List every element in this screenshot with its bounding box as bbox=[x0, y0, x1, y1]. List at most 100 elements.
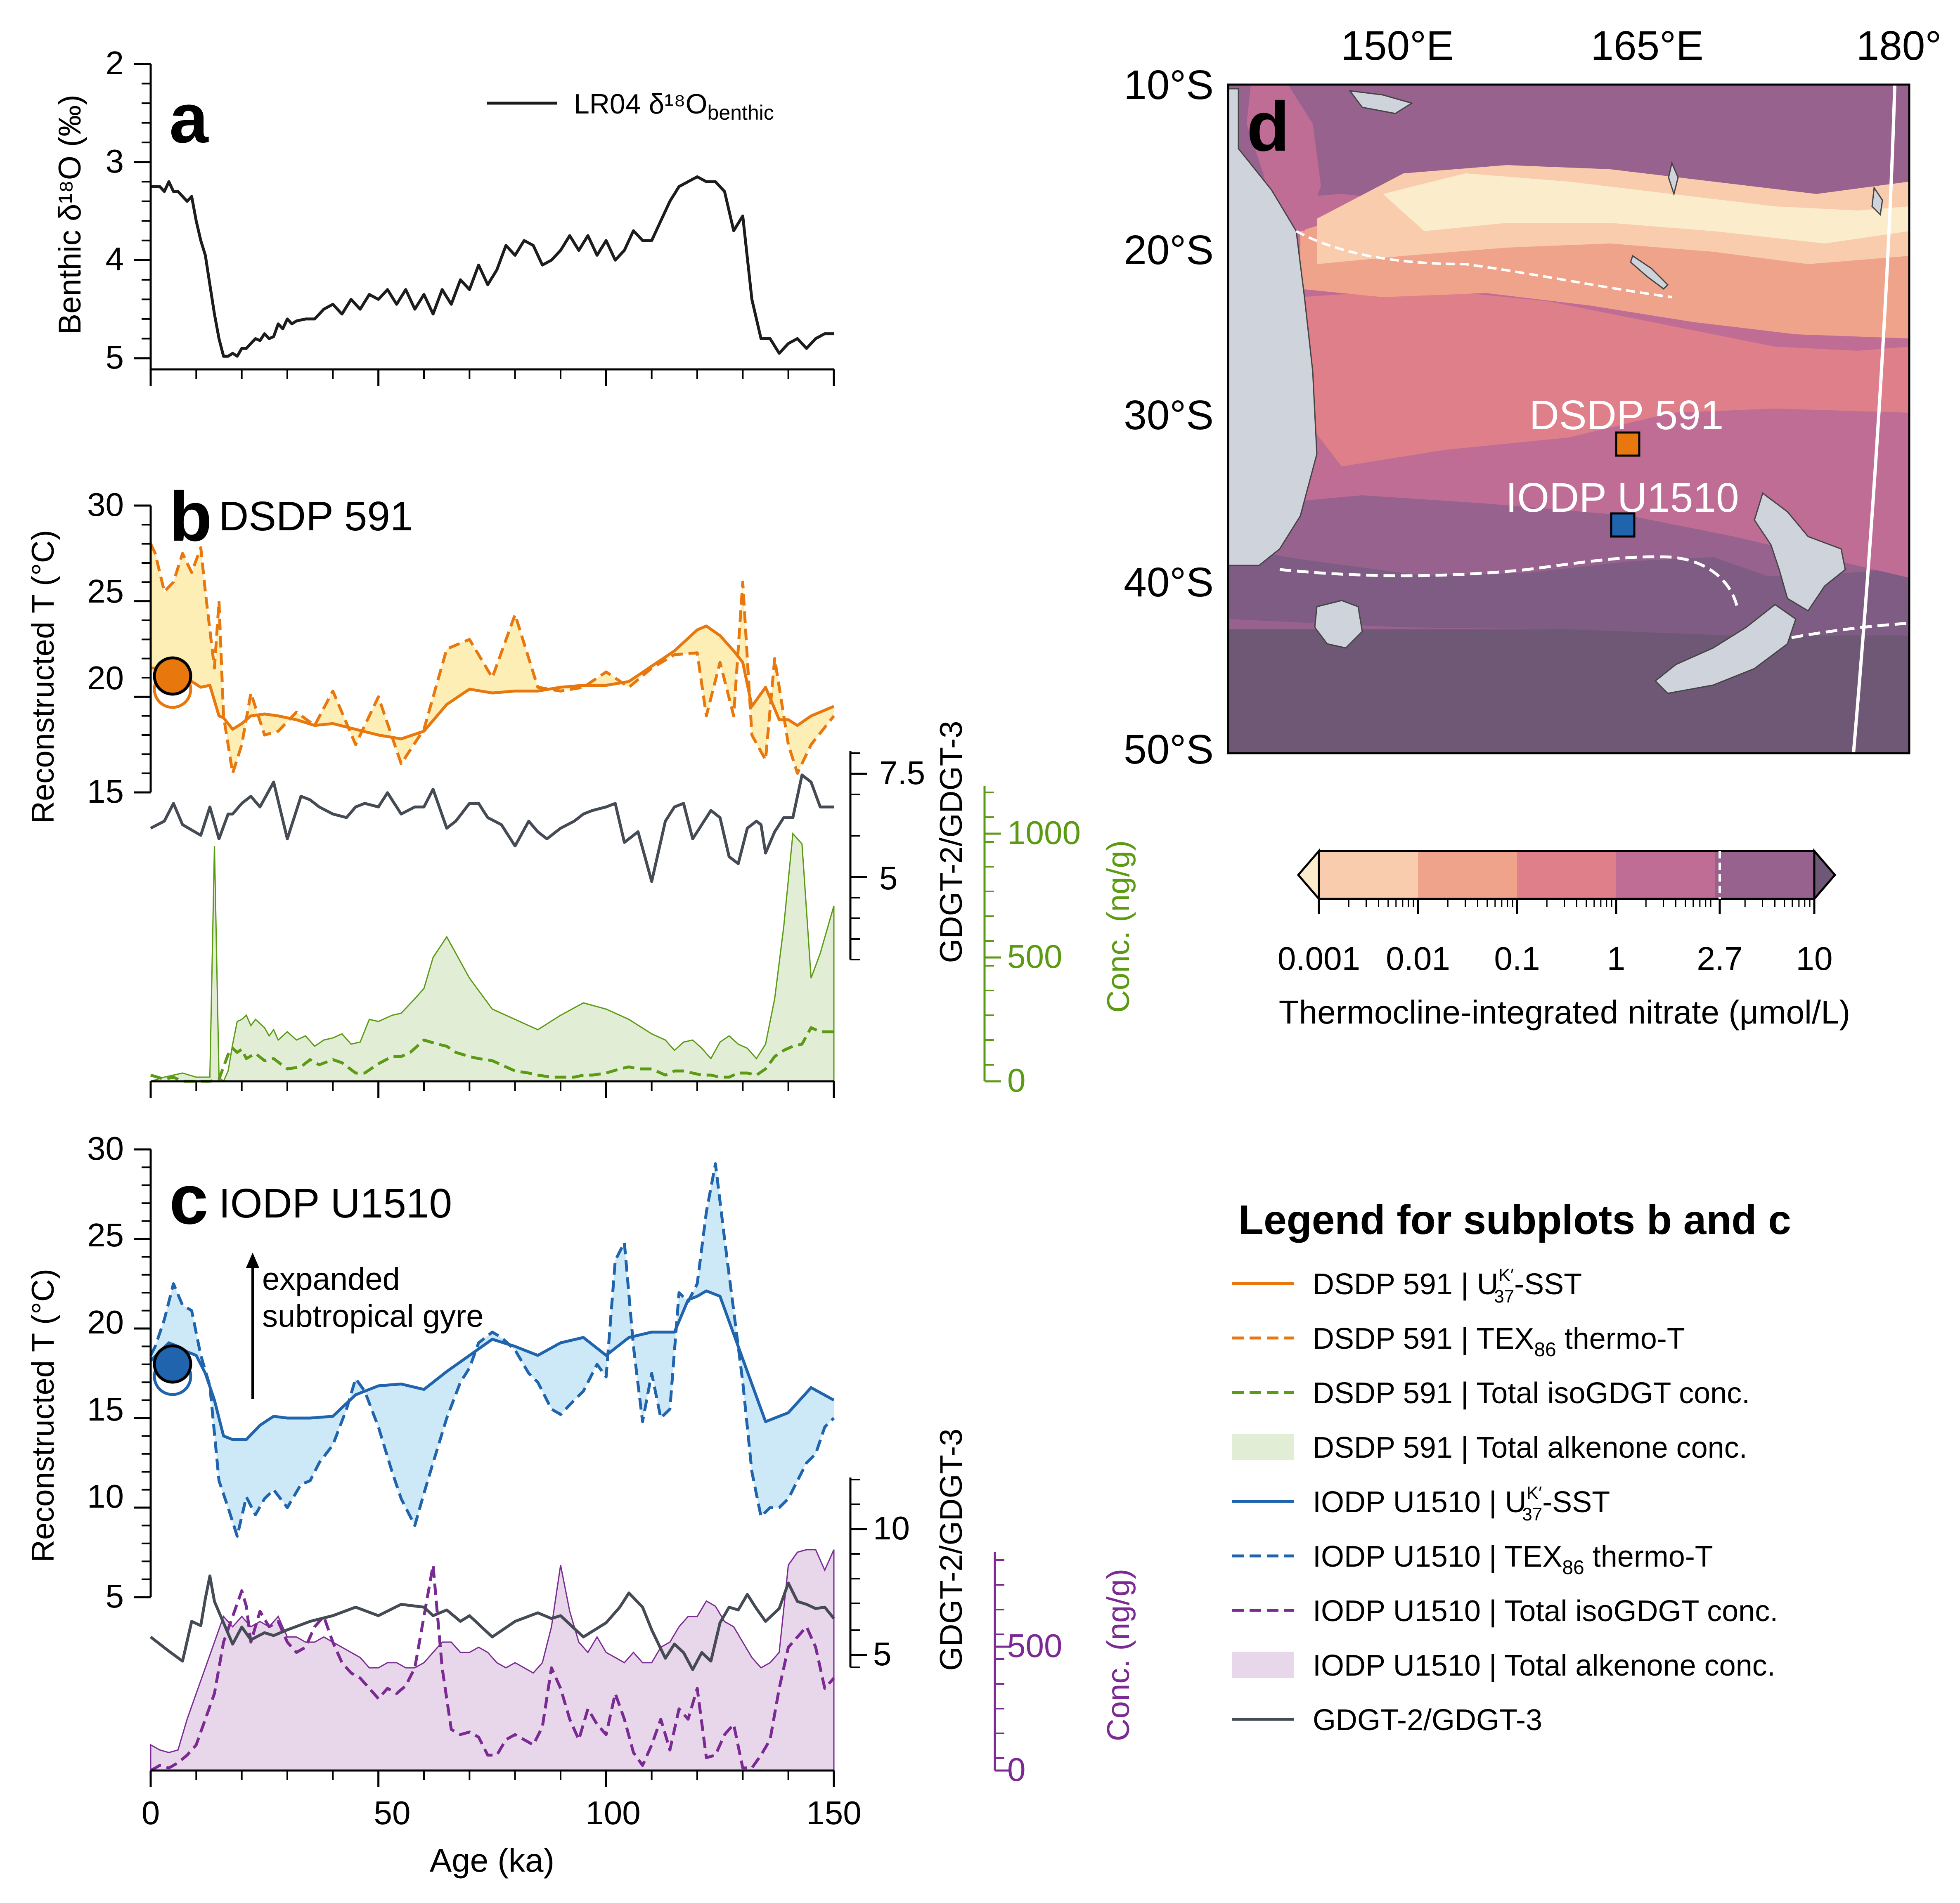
colorbar-bin bbox=[1517, 851, 1616, 899]
panel-c-ytick: 15 bbox=[87, 1391, 124, 1428]
colorbar-tick-label: 2.7 bbox=[1697, 940, 1742, 977]
lat-label: 30°S bbox=[1124, 392, 1214, 438]
dsdp-591-tex86-line bbox=[149, 543, 835, 775]
u1510-alkenone-area bbox=[150, 1549, 835, 1771]
iodp-u1510-site-label: IODP U1510 bbox=[1506, 475, 1739, 521]
map-gyre-centre bbox=[1383, 173, 1909, 243]
colorbar-tick-label: 0.1 bbox=[1494, 940, 1540, 977]
panel-c: 30 25 20 15 10 5 10 5 500 0 Reconstructe… bbox=[26, 1130, 1136, 1879]
nitrate-2.7-contour-north bbox=[1295, 230, 1672, 298]
map-coral-sea-north bbox=[1247, 85, 1321, 231]
panel-a: 2 3 4 5 Benthic δ¹⁸O (‰) a LR04 δ¹⁸Obent… bbox=[52, 45, 835, 386]
u1510-isogdgt-line bbox=[150, 1563, 835, 1772]
u1510-tex86-line bbox=[149, 1162, 835, 1538]
map-transition-band bbox=[1228, 547, 1909, 636]
lat-label: 40°S bbox=[1124, 559, 1214, 605]
panel-b-ratio-label: GDGT-2/GDGT-3 bbox=[934, 721, 969, 963]
vanuatu-island bbox=[1668, 161, 1679, 196]
panel-b: 30 25 20 15 7.5 5 1000 500 0 Reconstruct… bbox=[26, 478, 1136, 1099]
colorbar-tick-label: 0.001 bbox=[1278, 940, 1360, 977]
panel-a-legend: LR04 δ¹⁸Obenthic bbox=[574, 88, 774, 124]
x-tick-label: 150 bbox=[806, 1794, 861, 1831]
legend-b-c: Legend for subplots b and c DSDP 591 | U… bbox=[1232, 1197, 1791, 1737]
legend-item-label: DSDP 591 | Total isoGDGT conc. bbox=[1313, 1377, 1750, 1410]
panel-c-conc-label: Conc. (ng/g) bbox=[1101, 1569, 1136, 1741]
panel-d-letter: d bbox=[1247, 87, 1290, 166]
legend-item-label: IODP U1510 | UK′ 37-SST bbox=[1313, 1483, 1610, 1525]
legend-title: Legend for subplots b and c bbox=[1238, 1197, 1791, 1243]
legend-item-label: IODP U1510 | Total alkenone conc. bbox=[1313, 1649, 1775, 1682]
panel-b-ytick: 15 bbox=[87, 773, 124, 810]
colorbar-label: Thermocline-integrated nitrate (μmol/L) bbox=[1279, 994, 1850, 1031]
panel-c-ytick: 10 bbox=[87, 1478, 124, 1515]
colorbar-bin bbox=[1715, 851, 1814, 899]
panel-b-ylabel: Reconstructed T (°C) bbox=[26, 530, 61, 824]
map-southern-ocean-band bbox=[1228, 629, 1909, 753]
panel-c-conc-tick: 0 bbox=[1007, 1751, 1026, 1788]
dsdp-591-site-label: DSDP 591 bbox=[1529, 392, 1724, 438]
panel-d-map: DSDP 591 IODP U1510 d 150°E 165°E 180° 1… bbox=[1124, 23, 1941, 1031]
panel-b-ytick: 25 bbox=[87, 573, 124, 610]
panel-c-ratio-tick: 10 bbox=[873, 1510, 910, 1546]
x-tick-label: 100 bbox=[585, 1794, 640, 1831]
lat-label: 10°S bbox=[1124, 62, 1214, 108]
map-gyre-mid bbox=[1300, 289, 1909, 466]
panel-c-letter: c bbox=[169, 1161, 208, 1239]
lat-label: 20°S bbox=[1124, 227, 1214, 273]
new-zealand-south-island bbox=[1654, 604, 1797, 694]
dsdp-591-isogdgt-line bbox=[150, 1026, 834, 1083]
dsdp-591-site-marker bbox=[1615, 431, 1640, 457]
legend-item-label: IODP U1510 | Total isoGDGT conc. bbox=[1313, 1595, 1778, 1628]
panel-b-conc-label: Conc. (ng/g) bbox=[1101, 840, 1136, 1013]
nitrate-2.7-contour-south bbox=[1279, 555, 1740, 611]
legend-item-label: DSDP 591 | UK′ 37-SST bbox=[1313, 1265, 1582, 1307]
panel-c-ytick: 30 bbox=[87, 1130, 124, 1167]
fiji-island bbox=[1871, 186, 1883, 216]
map-frame bbox=[1227, 83, 1910, 754]
colorbar-max-extend bbox=[1813, 848, 1837, 902]
panel-b-ytick: 30 bbox=[87, 486, 124, 523]
colorbar-tick-label: 10 bbox=[1796, 940, 1833, 977]
panel-b-ratio-tick: 5 bbox=[879, 860, 898, 896]
new-caledonia-landmass bbox=[1630, 255, 1669, 290]
panel-c-ylabel: Reconstructed T (°C) bbox=[26, 1269, 61, 1563]
lon-label: 180° bbox=[1856, 23, 1942, 69]
colorbar-bin bbox=[1418, 851, 1517, 899]
colorbar: 0.001 0.01 0.1 1 2.7 10 Thermocline-inte… bbox=[1278, 848, 1850, 1031]
u1510-gdgt-ratio-line bbox=[149, 1574, 835, 1671]
papua-new-guinea-landmass bbox=[1348, 90, 1413, 114]
panel-a-ylabel: Benthic δ¹⁸O (‰) bbox=[52, 95, 88, 334]
tasmania-landmass bbox=[1314, 600, 1363, 649]
panel-c-ytick: 25 bbox=[87, 1217, 124, 1253]
panel-b-conc-tick: 1000 bbox=[1007, 814, 1081, 851]
dsdp-591-modern-sst-marker bbox=[153, 656, 192, 696]
nitrate-2.7-contour-east bbox=[1791, 622, 1909, 639]
colorbar-tick-label: 1 bbox=[1607, 940, 1626, 977]
legend-swatch bbox=[1232, 1652, 1294, 1678]
panel-a-letter: a bbox=[169, 79, 209, 158]
panel-b-ytick: 20 bbox=[87, 660, 124, 696]
legend-item-label: DSDP 591 | Total alkenone conc. bbox=[1313, 1431, 1747, 1464]
x-tick-label: 50 bbox=[374, 1794, 411, 1831]
panel-a-ytick: 2 bbox=[106, 45, 124, 81]
panel-a-ytick: 4 bbox=[106, 241, 124, 277]
legend-item-label: IODP U1510 | TEX86 thermo-T bbox=[1313, 1540, 1713, 1579]
lat-label: 50°S bbox=[1124, 726, 1214, 773]
panel-a-ytick: 5 bbox=[106, 339, 124, 376]
u1510-modern-sst-marker bbox=[153, 1344, 192, 1384]
panel-c-ytick: 20 bbox=[87, 1304, 124, 1340]
dsdp-591-difference-shade bbox=[151, 544, 834, 773]
gyre-annotation-line2: subtropical gyre bbox=[262, 1299, 484, 1334]
lon-label: 165°E bbox=[1591, 23, 1704, 69]
legend-item-label: GDGT-2/GDGT-3 bbox=[1313, 1704, 1542, 1737]
lon-label: 150°E bbox=[1341, 23, 1454, 69]
panel-c-ytick: 5 bbox=[106, 1578, 124, 1615]
dsdp-591-alkenone-area bbox=[150, 832, 835, 1083]
colorbar-tick-label: 0.01 bbox=[1386, 940, 1450, 977]
x-tick-label: 0 bbox=[142, 1794, 160, 1831]
colorbar-bin bbox=[1616, 851, 1715, 899]
dateline bbox=[1852, 85, 1896, 753]
panel-b-conc-tick: 0 bbox=[1007, 1062, 1026, 1099]
iodp-u1510-site-marker bbox=[1610, 512, 1636, 538]
dsdp-591-uk37-sst-line bbox=[151, 624, 835, 740]
